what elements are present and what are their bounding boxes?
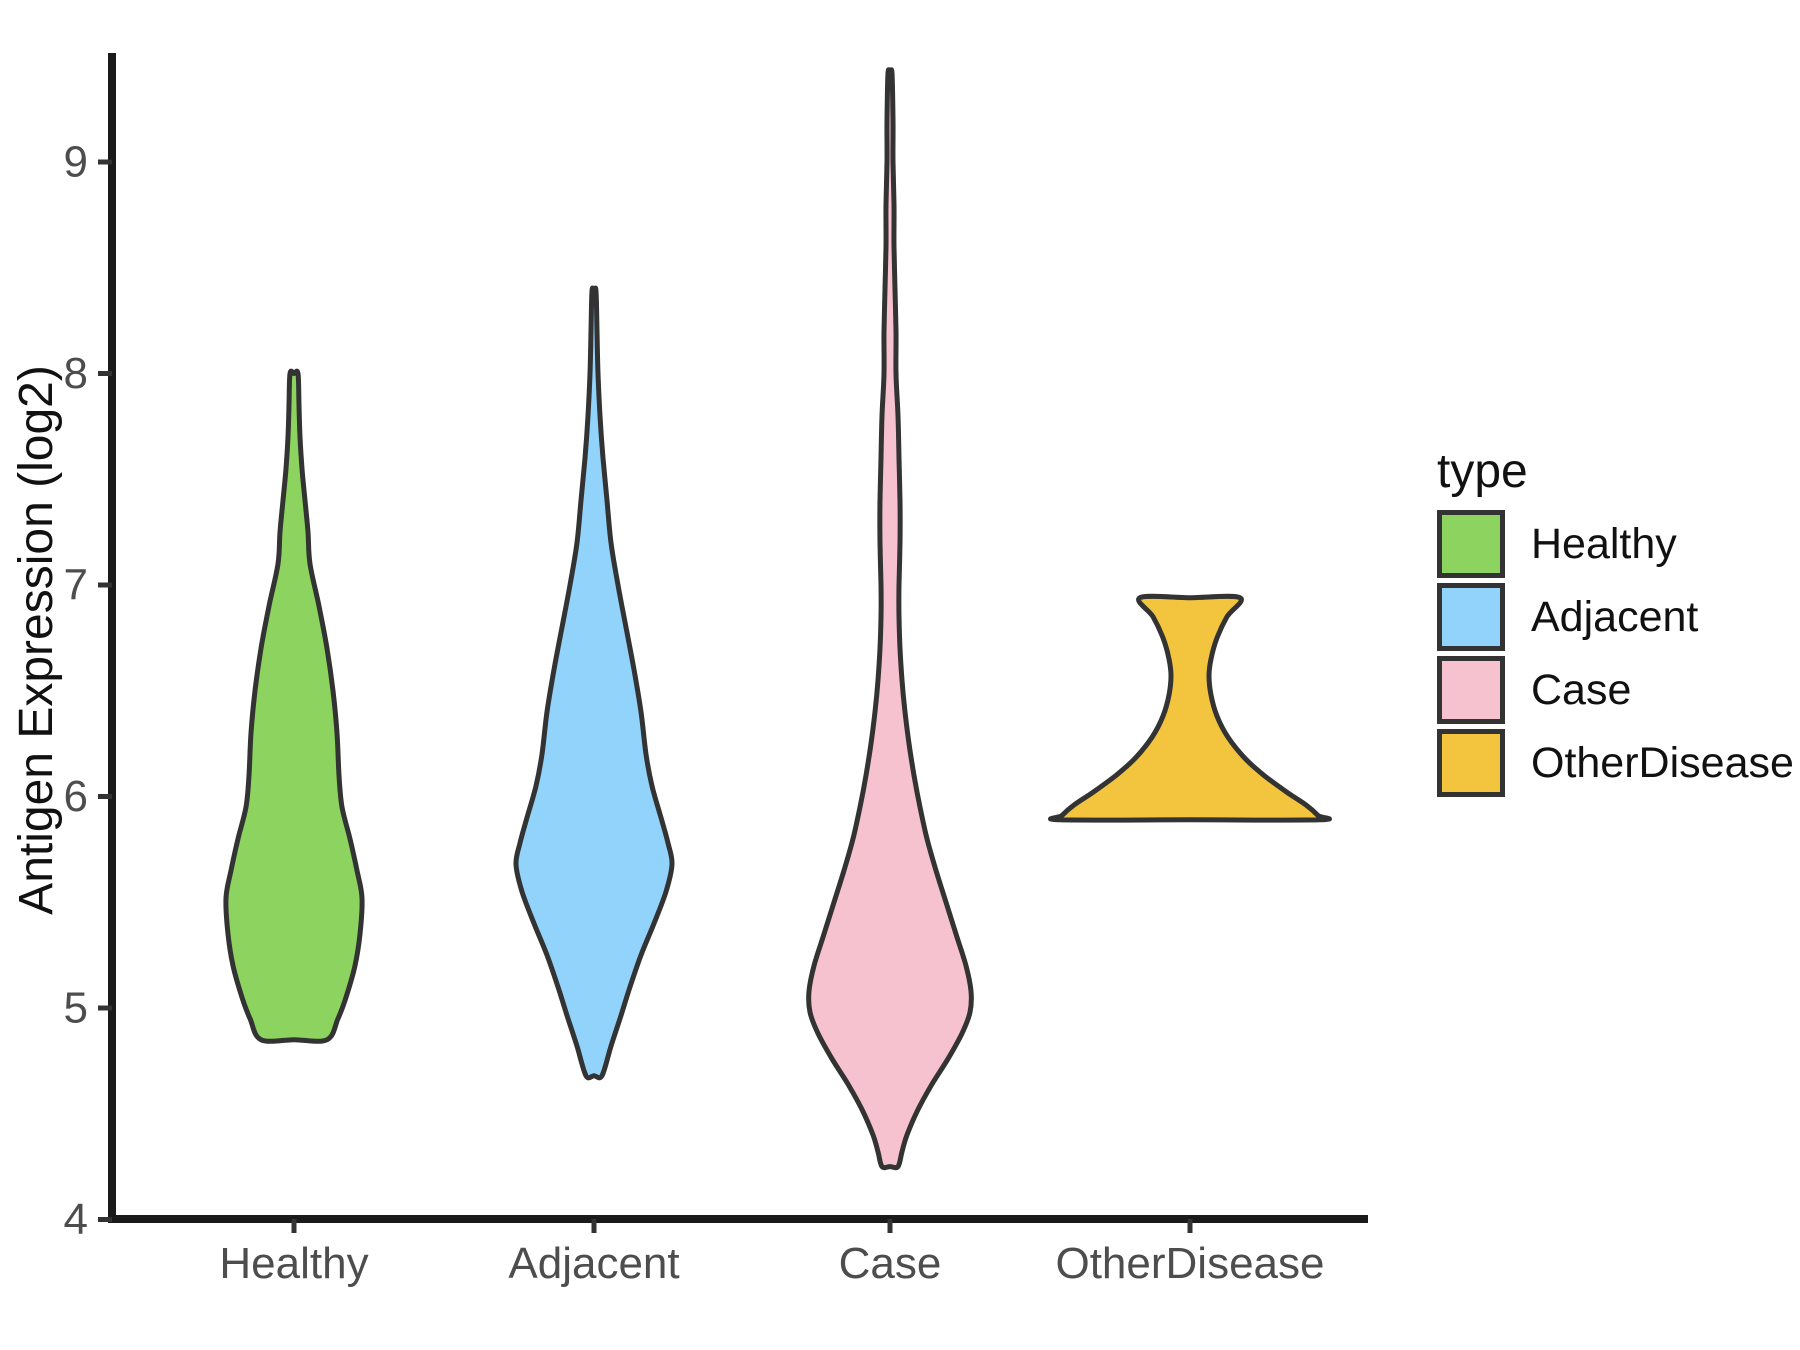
legend-swatch-adjacent <box>1437 583 1505 651</box>
legend-entry-adjacent: Adjacent <box>1437 583 1794 651</box>
axis-layer: 4 5 6 7 8 9 Healthy Adjacent Case OtherDisease <box>64 53 1368 1288</box>
y-tick-label: 5 <box>64 984 88 1033</box>
legend-label-healthy: Healthy <box>1531 519 1677 568</box>
legend-entry-otherdisease: OtherDisease <box>1437 729 1794 797</box>
y-tick-label: 4 <box>64 1195 88 1244</box>
x-tick-label: Adjacent <box>508 1239 679 1288</box>
violin-healthy <box>223 368 365 1044</box>
legend: type Healthy Adjacent Case OtherDisease <box>1437 448 1794 802</box>
y-tick-label: 7 <box>64 561 88 610</box>
x-tick-label: Healthy <box>219 1239 368 1288</box>
y-axis-title: Antigen Expression (log2) <box>10 365 63 915</box>
legend-label-case: Case <box>1531 665 1632 714</box>
violin-layer <box>223 67 1332 1171</box>
violin-case <box>806 67 974 1171</box>
legend-swatch-case <box>1437 656 1505 724</box>
x-tick-label: Case <box>839 1239 942 1288</box>
legend-swatch-otherdisease <box>1437 729 1505 797</box>
violin-adjacent <box>513 285 675 1081</box>
violin-otherdisease <box>1048 593 1332 823</box>
legend-title: type <box>1437 445 1528 498</box>
y-tick-label: 9 <box>64 138 88 187</box>
legend-swatch-healthy <box>1437 510 1505 578</box>
x-tick-label: OtherDisease <box>1055 1239 1324 1288</box>
y-tick-label: 8 <box>64 349 88 398</box>
legend-label-adjacent: Adjacent <box>1531 592 1699 641</box>
y-tick-label: 6 <box>64 772 88 821</box>
legend-entry-case: Case <box>1437 656 1794 724</box>
legend-entry-healthy: Healthy <box>1437 510 1794 578</box>
legend-label-otherdisease: OtherDisease <box>1531 738 1794 787</box>
